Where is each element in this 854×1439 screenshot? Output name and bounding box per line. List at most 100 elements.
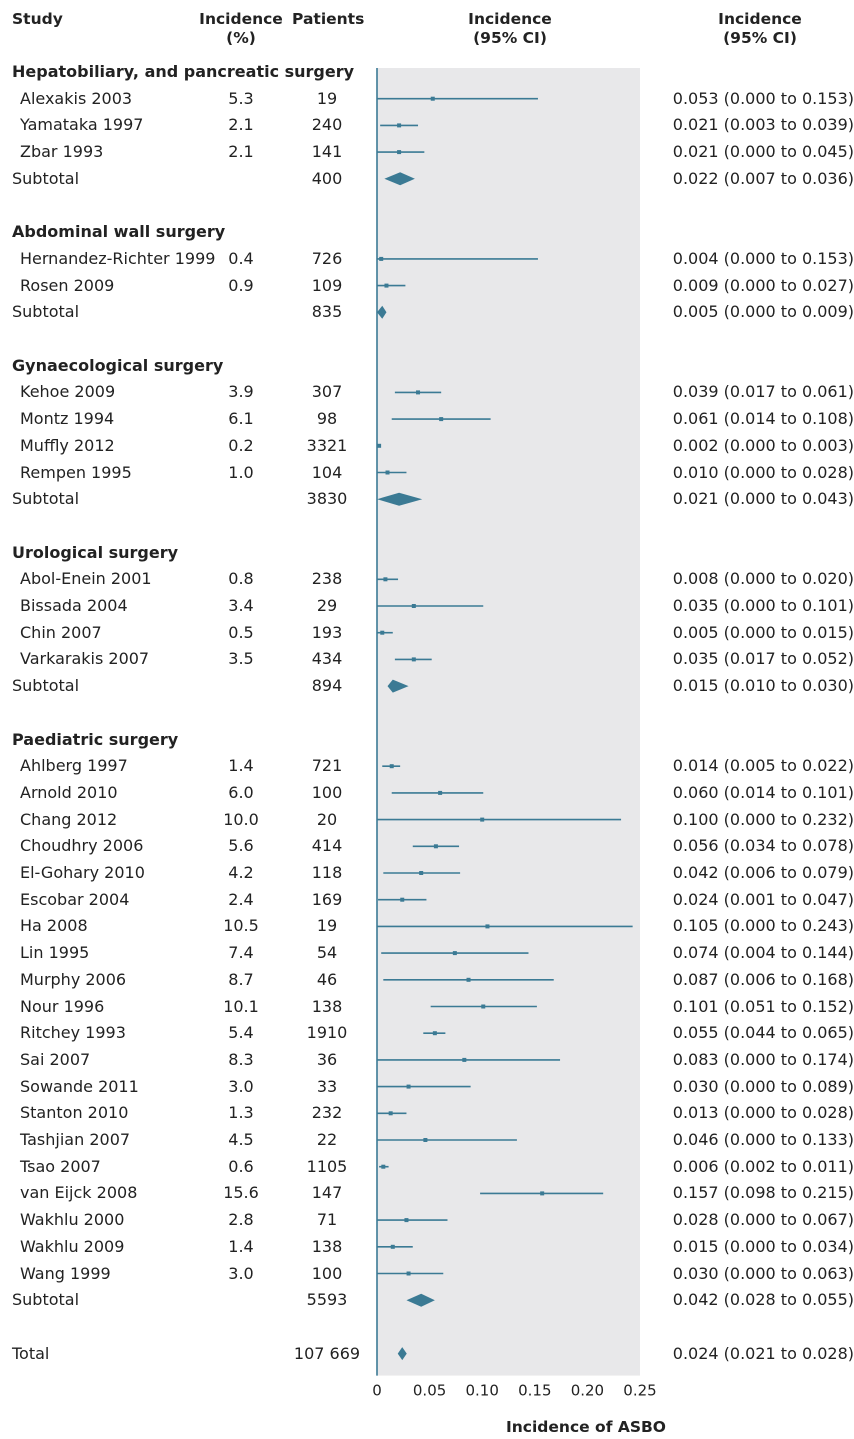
total-diamond	[397, 1347, 407, 1361]
patient-count: 434	[311, 649, 343, 669]
section-heading: Paediatric surgery	[12, 729, 179, 749]
subtotal-diamond	[377, 492, 423, 506]
patient-count: 71	[316, 1210, 338, 1230]
point-estimate	[419, 871, 424, 875]
point-estimate	[416, 390, 421, 395]
subtotal-label: Subtotal	[12, 1290, 80, 1310]
incidence-percent: 1.3	[228, 1103, 254, 1123]
subtotal-patients: 835	[311, 302, 343, 322]
ci-text: 0.039 (0.017 to 0.061)	[672, 382, 854, 402]
point-estimate	[481, 1004, 486, 1009]
ci-text: 0.061 (0.014 to 0.108)	[672, 409, 854, 429]
point-estimate	[466, 977, 471, 982]
incidence-percent: 6.1	[228, 409, 254, 429]
ci-text: 0.010 (0.000 to 0.028)	[672, 462, 854, 482]
ci-text: 0.035 (0.000 to 0.101)	[672, 596, 854, 615]
study-name: Varkarakis 2007	[20, 649, 150, 669]
header-patients: Patients	[292, 10, 365, 28]
patient-count: 100	[311, 1263, 343, 1283]
incidence-percent: 0.6	[228, 1156, 254, 1176]
study-name: Zbar 1993	[20, 142, 104, 162]
study-name: Arnold 2010	[20, 782, 118, 802]
point-estimate	[462, 1057, 467, 1062]
ci-text: 0.060 (0.014 to 0.101)	[672, 782, 854, 802]
incidence-percent: 3.4	[228, 596, 254, 615]
point-estimate	[452, 951, 457, 956]
study-name: Sai 2007	[20, 1049, 91, 1069]
x-tick-label: 0.25	[623, 1382, 656, 1400]
x-axis-label: Incidence of ASBO	[506, 1418, 666, 1436]
patient-count: 238	[311, 569, 343, 589]
study-name: Chin 2007	[20, 622, 102, 642]
incidence-percent: 6.0	[228, 782, 254, 802]
section-heading: Gynaecological surgery	[12, 355, 224, 375]
patient-count: 141	[311, 142, 343, 162]
ci-text: 0.008 (0.000 to 0.020)	[672, 569, 854, 589]
ci-text: 0.101 (0.051 to 0.152)	[672, 996, 854, 1016]
incidence-percent: 4.2	[228, 863, 254, 882]
study-name: Wang 1999	[20, 1263, 111, 1283]
header-incidence-pct: Incidence (%)	[199, 10, 283, 47]
study-name: Choudhry 2006	[20, 836, 144, 856]
incidence-percent: 1.0	[228, 462, 254, 482]
incidence-percent: 5.3	[228, 88, 254, 108]
incidence-percent: 2.1	[228, 142, 254, 162]
point-estimate	[389, 764, 394, 769]
ci-text: 0.055 (0.044 to 0.065)	[672, 1023, 854, 1043]
patient-count: 147	[311, 1183, 343, 1203]
study-name: Muffly 2012	[20, 435, 115, 455]
subtotal-label: Subtotal	[12, 168, 80, 188]
ci-text: 0.083 (0.000 to 0.174)	[672, 1049, 854, 1069]
study-name: Tashjian 2007	[20, 1130, 131, 1149]
study-name: Kehoe 2009	[20, 382, 116, 402]
incidence-percent: 3.9	[228, 382, 254, 402]
patient-count: 169	[311, 889, 343, 909]
point-estimate	[379, 256, 384, 261]
study-name: Ha 2008	[20, 916, 88, 936]
ci-text: 0.105 (0.000 to 0.243)	[672, 916, 854, 936]
subtotal-ci-text: 0.005 (0.000 to 0.009)	[672, 302, 854, 322]
ci-text: 0.028 (0.000 to 0.067)	[672, 1210, 854, 1230]
subtotal-diamond	[384, 172, 415, 186]
point-estimate	[384, 283, 389, 288]
plot-panel-background	[377, 68, 640, 1376]
study-name: Tsao 2007	[20, 1156, 101, 1176]
patient-count: 109	[311, 275, 343, 295]
study-name: Nour 1996	[20, 996, 105, 1016]
incidence-percent: 0.5	[228, 622, 254, 642]
subtotal-diamond	[406, 1293, 435, 1307]
incidence-percent: 5.4	[228, 1023, 254, 1043]
ci-text: 0.009 (0.000 to 0.027)	[672, 275, 854, 295]
ci-text: 0.035 (0.017 to 0.052)	[672, 649, 854, 669]
ci-text: 0.100 (0.000 to 0.232)	[672, 809, 854, 829]
point-estimate	[433, 844, 438, 849]
patient-count: 118	[311, 863, 343, 882]
ci-text: 0.056 (0.034 to 0.078)	[672, 836, 854, 856]
patient-count: 721	[311, 756, 343, 776]
x-tick-label: 0.20	[571, 1382, 604, 1400]
point-estimate	[438, 790, 443, 795]
point-estimate	[397, 123, 402, 128]
subtotal-patients: 894	[311, 676, 343, 696]
incidence-percent: 10.0	[223, 809, 259, 829]
header-study: Study	[12, 10, 63, 28]
total-label: Total	[12, 1343, 50, 1363]
incidence-percent: 8.3	[228, 1049, 254, 1069]
total-ci-text: 0.024 (0.021 to 0.028)	[672, 1343, 854, 1363]
patient-count: 22	[316, 1130, 338, 1149]
patient-count: 20	[316, 809, 338, 829]
point-estimate	[406, 1271, 411, 1276]
ci-text: 0.006 (0.002 to 0.011)	[672, 1156, 854, 1176]
ci-text: 0.030 (0.000 to 0.089)	[672, 1076, 854, 1096]
patient-count: 240	[311, 115, 343, 135]
point-estimate	[432, 1031, 437, 1036]
point-estimate	[390, 1244, 395, 1249]
x-tick-label: 0.15	[518, 1382, 551, 1400]
subtotal-patients: 400	[311, 168, 343, 188]
total-patients: 107 669	[293, 1343, 361, 1363]
incidence-percent: 3.5	[228, 649, 254, 669]
study-name: Bissada 2004	[20, 596, 128, 615]
study-name: Murphy 2006	[20, 969, 127, 989]
ci-text: 0.024 (0.001 to 0.047)	[672, 889, 854, 909]
